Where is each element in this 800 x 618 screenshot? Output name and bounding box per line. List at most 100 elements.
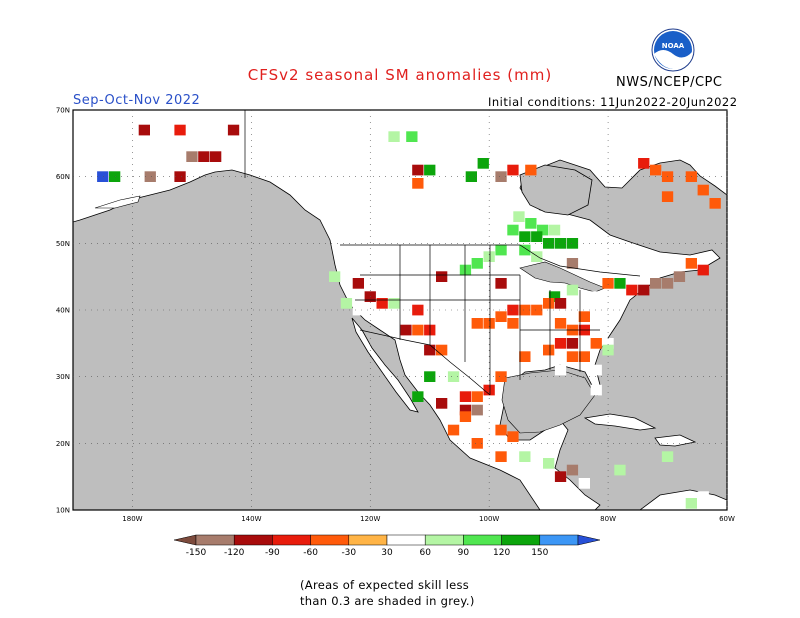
anomaly-cell <box>495 278 507 289</box>
anomaly-cell <box>459 264 472 276</box>
skill-footnote: (Areas of expected skill less than 0.3 a… <box>300 577 580 609</box>
colorbar-box <box>310 534 350 546</box>
anomaly-cell <box>424 371 436 382</box>
colorbar-label: 90 <box>458 548 470 558</box>
anomaly-cell <box>578 478 590 489</box>
agency-label: NWS/NCEP/CPC <box>616 75 723 90</box>
colorbar-label: 120 <box>493 548 510 558</box>
anomaly-cells <box>97 124 721 509</box>
anomaly-cell <box>519 351 531 362</box>
colorbar-label: -120 <box>224 548 245 558</box>
anomaly-cell <box>566 238 579 249</box>
anomaly-cell <box>358 151 370 162</box>
anomaly-cell <box>210 151 222 162</box>
anomaly-cell <box>340 298 353 309</box>
graticule <box>73 110 728 510</box>
anomaly-cell <box>459 391 472 402</box>
anomaly-cell <box>424 344 436 356</box>
anomaly-cell <box>537 224 549 236</box>
x-tick-label: 60W <box>719 515 735 523</box>
anomaly-cell <box>697 491 709 502</box>
colorbar-max-arrow <box>577 534 601 546</box>
anomaly-cell <box>638 158 650 169</box>
anomaly-cell <box>376 298 388 309</box>
anomaly-cell <box>626 284 638 296</box>
x-tick-label: 180W <box>122 515 142 523</box>
anomaly-cell <box>554 471 567 482</box>
anomaly-cell <box>323 151 335 162</box>
anomaly-cell <box>578 291 590 302</box>
forecast-period: Sep-Oct-Nov 2022 <box>73 93 201 108</box>
anomaly-cell <box>459 411 472 422</box>
anomaly-cell <box>519 304 531 316</box>
anomaly-cell <box>471 404 483 416</box>
footnote-line-1: (Areas of expected skill less <box>300 578 470 592</box>
anomaly-cell <box>548 291 561 302</box>
y-axis-ticks: 10N 20N 30N 40N 50N 60N 70N <box>56 107 70 515</box>
anomaly-cell <box>477 158 489 169</box>
colorbar-label: -90 <box>265 548 280 558</box>
anomaly-cell <box>376 131 388 142</box>
anomaly-cell <box>471 318 483 329</box>
anomaly-cell <box>525 164 537 176</box>
anomaly-cell <box>602 278 614 289</box>
anomaly-cell <box>685 258 697 269</box>
colorbar-box <box>348 534 388 546</box>
anomaly-cell <box>543 344 555 356</box>
anomaly-cell <box>329 271 341 282</box>
colorbar-box <box>424 534 464 546</box>
anomaly-cell <box>554 251 567 262</box>
anomaly-cell <box>424 124 436 136</box>
anomaly-cell <box>519 244 531 256</box>
colorbar-box <box>501 534 541 546</box>
anomaly-cell <box>436 398 448 409</box>
x-axis-ticks: 180W 140W 120W 100W 80W 60W <box>122 515 735 523</box>
anomaly-cell <box>495 244 507 256</box>
anomaly-cell <box>614 278 626 289</box>
anomaly-cell <box>471 438 483 449</box>
x-tick-label: 120W <box>360 515 380 523</box>
anomaly-cell <box>566 351 579 362</box>
anomaly-cell <box>513 211 525 222</box>
anomaly-cell <box>602 338 614 349</box>
anomaly-cell <box>554 298 567 309</box>
y-tick-label: 10N <box>56 507 70 515</box>
anomaly-cell <box>548 224 561 236</box>
anomaly-cell <box>543 238 555 249</box>
aleutian-land <box>94 195 141 209</box>
anomaly-cell <box>590 338 602 349</box>
anomaly-cell <box>507 318 519 329</box>
anomaly-cell <box>531 304 543 316</box>
anomaly-cell <box>507 431 519 442</box>
state-lines <box>355 245 600 395</box>
anomaly-cell <box>138 124 150 136</box>
anomaly-cell <box>650 164 662 176</box>
anomaly-cell <box>566 464 579 476</box>
anomaly-cell <box>661 191 674 202</box>
anomaly-cell <box>465 171 477 182</box>
anomaly-cell <box>543 458 555 469</box>
anomaly-cell <box>412 178 424 189</box>
anomaly-cell <box>554 238 567 249</box>
anomaly-cell <box>483 318 495 329</box>
anomaly-cell <box>566 338 579 349</box>
anomaly-cell <box>495 424 507 436</box>
anomaly-cell <box>661 451 674 462</box>
anomaly-cell <box>578 311 590 322</box>
great-lakes-water <box>519 261 606 293</box>
anomaly-cell <box>447 424 460 436</box>
noaa-wave-shape <box>654 50 692 70</box>
colorbar-label: 30 <box>381 548 393 558</box>
colorbar-box <box>195 534 235 546</box>
anomaly-cell <box>186 151 198 162</box>
anomaly-cell <box>525 218 537 229</box>
anomaly-cell <box>483 251 495 262</box>
anomaly-cell <box>174 171 186 182</box>
anomaly-cell <box>531 231 543 242</box>
anomaly-cell <box>352 278 364 289</box>
anomaly-cell <box>227 124 240 136</box>
anomaly-cell <box>495 311 507 322</box>
x-tick-label: 100W <box>479 515 499 523</box>
anomaly-cell <box>471 258 483 269</box>
